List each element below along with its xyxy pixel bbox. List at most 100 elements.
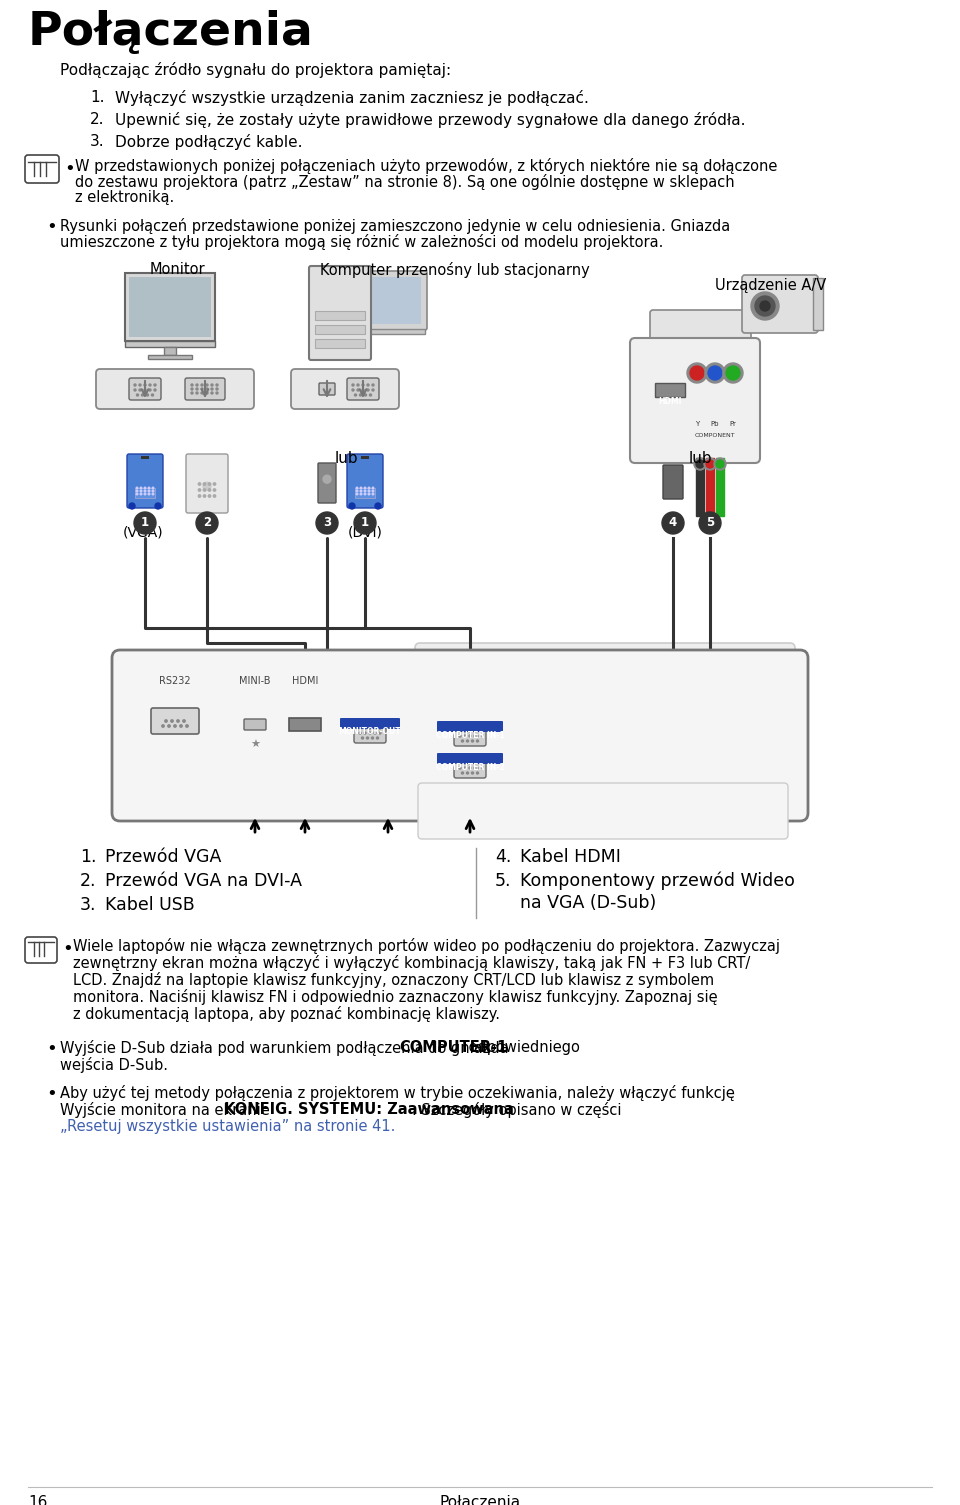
Bar <box>148 355 192 360</box>
Circle shape <box>199 495 201 497</box>
Circle shape <box>364 488 366 489</box>
Circle shape <box>705 363 725 382</box>
Circle shape <box>148 488 150 489</box>
Circle shape <box>211 388 213 390</box>
Text: zewnętrzny ekran można włączyć i wyłączyć kombinacją klawiszy, taką jak FN + F3 : zewnętrzny ekran można włączyć i wyłączy… <box>73 956 751 971</box>
Circle shape <box>213 489 216 491</box>
Circle shape <box>136 494 138 495</box>
Circle shape <box>152 394 154 396</box>
Circle shape <box>208 483 210 485</box>
Circle shape <box>479 762 481 765</box>
Circle shape <box>474 734 476 737</box>
FancyBboxPatch shape <box>127 455 163 509</box>
Circle shape <box>359 727 361 728</box>
Circle shape <box>471 740 473 742</box>
Circle shape <box>755 296 775 316</box>
Text: 1: 1 <box>141 516 149 530</box>
Text: Wyjście monitora na ekranie: Wyjście monitora na ekranie <box>60 1102 275 1118</box>
FancyBboxPatch shape <box>354 721 386 743</box>
Text: 4.: 4. <box>495 847 512 865</box>
Circle shape <box>148 494 150 495</box>
Text: 4: 4 <box>669 516 677 530</box>
Circle shape <box>316 512 338 534</box>
Circle shape <box>149 388 151 391</box>
Circle shape <box>140 491 142 492</box>
Bar <box>350 330 425 334</box>
Circle shape <box>474 762 476 765</box>
Circle shape <box>352 384 354 385</box>
FancyBboxPatch shape <box>347 455 383 509</box>
Circle shape <box>191 388 193 390</box>
Text: (VGA): (VGA) <box>123 527 163 540</box>
Text: HDMI: HDMI <box>292 676 318 686</box>
Text: Wyłączyć wszystkie urządzenia zanim zaczniesz je podłączać.: Wyłączyć wszystkie urządzenia zanim zacz… <box>115 90 588 105</box>
FancyBboxPatch shape <box>129 378 161 400</box>
Text: COMPUTER-1: COMPUTER-1 <box>399 1040 508 1055</box>
Circle shape <box>474 768 476 769</box>
Circle shape <box>357 388 359 391</box>
Circle shape <box>367 388 369 391</box>
Text: Urządzenie A/V: Urządzenie A/V <box>715 278 827 293</box>
Text: wejścia D-Sub.: wejścia D-Sub. <box>60 1057 168 1073</box>
Text: 5: 5 <box>706 516 714 530</box>
Circle shape <box>469 730 471 731</box>
Circle shape <box>379 731 381 734</box>
FancyBboxPatch shape <box>663 465 683 500</box>
Text: 3.: 3. <box>90 134 105 149</box>
Text: lub: lub <box>334 452 358 467</box>
FancyBboxPatch shape <box>340 718 400 728</box>
Text: Przewód VGA: Przewód VGA <box>105 847 222 865</box>
Circle shape <box>352 388 354 391</box>
Text: •: • <box>46 218 57 236</box>
FancyBboxPatch shape <box>415 643 795 813</box>
Text: 16: 16 <box>28 1494 47 1505</box>
Circle shape <box>696 461 704 468</box>
Circle shape <box>360 488 362 489</box>
Text: Połączenia: Połączenia <box>440 1494 520 1505</box>
Text: COMPUTER IN-2: COMPUTER IN-2 <box>436 763 504 772</box>
Circle shape <box>354 512 376 534</box>
Text: Podłączając źródło sygnału do projektora pamiętaj:: Podłączając źródło sygnału do projektora… <box>60 62 451 78</box>
FancyBboxPatch shape <box>437 752 503 765</box>
Circle shape <box>687 363 707 382</box>
Text: •: • <box>62 941 73 959</box>
Circle shape <box>213 495 216 497</box>
FancyBboxPatch shape <box>418 783 788 838</box>
FancyBboxPatch shape <box>437 721 503 731</box>
Circle shape <box>372 384 374 385</box>
Circle shape <box>376 737 378 739</box>
Bar <box>355 488 375 498</box>
Bar <box>315 312 365 321</box>
Circle shape <box>479 734 481 737</box>
Circle shape <box>471 772 473 774</box>
Circle shape <box>367 384 369 385</box>
Circle shape <box>136 394 138 396</box>
Circle shape <box>464 768 466 769</box>
Circle shape <box>369 727 371 728</box>
Circle shape <box>208 489 210 491</box>
Text: 2.: 2. <box>80 871 97 889</box>
FancyBboxPatch shape <box>185 378 225 400</box>
Bar <box>125 342 215 348</box>
Circle shape <box>213 483 216 485</box>
Circle shape <box>144 388 146 391</box>
Circle shape <box>374 727 376 728</box>
Circle shape <box>379 727 381 728</box>
Circle shape <box>467 772 468 774</box>
Circle shape <box>362 388 364 391</box>
Bar <box>813 278 823 330</box>
Bar <box>315 339 365 348</box>
Text: 3: 3 <box>323 516 331 530</box>
Bar <box>716 458 724 516</box>
Circle shape <box>359 731 361 734</box>
Text: 2: 2 <box>203 516 211 530</box>
Bar <box>125 272 215 342</box>
Circle shape <box>372 388 374 391</box>
Circle shape <box>201 388 203 390</box>
Circle shape <box>148 491 150 492</box>
Circle shape <box>760 301 770 312</box>
Circle shape <box>144 491 146 492</box>
Bar <box>289 718 321 731</box>
Circle shape <box>196 391 198 394</box>
Circle shape <box>162 725 164 727</box>
